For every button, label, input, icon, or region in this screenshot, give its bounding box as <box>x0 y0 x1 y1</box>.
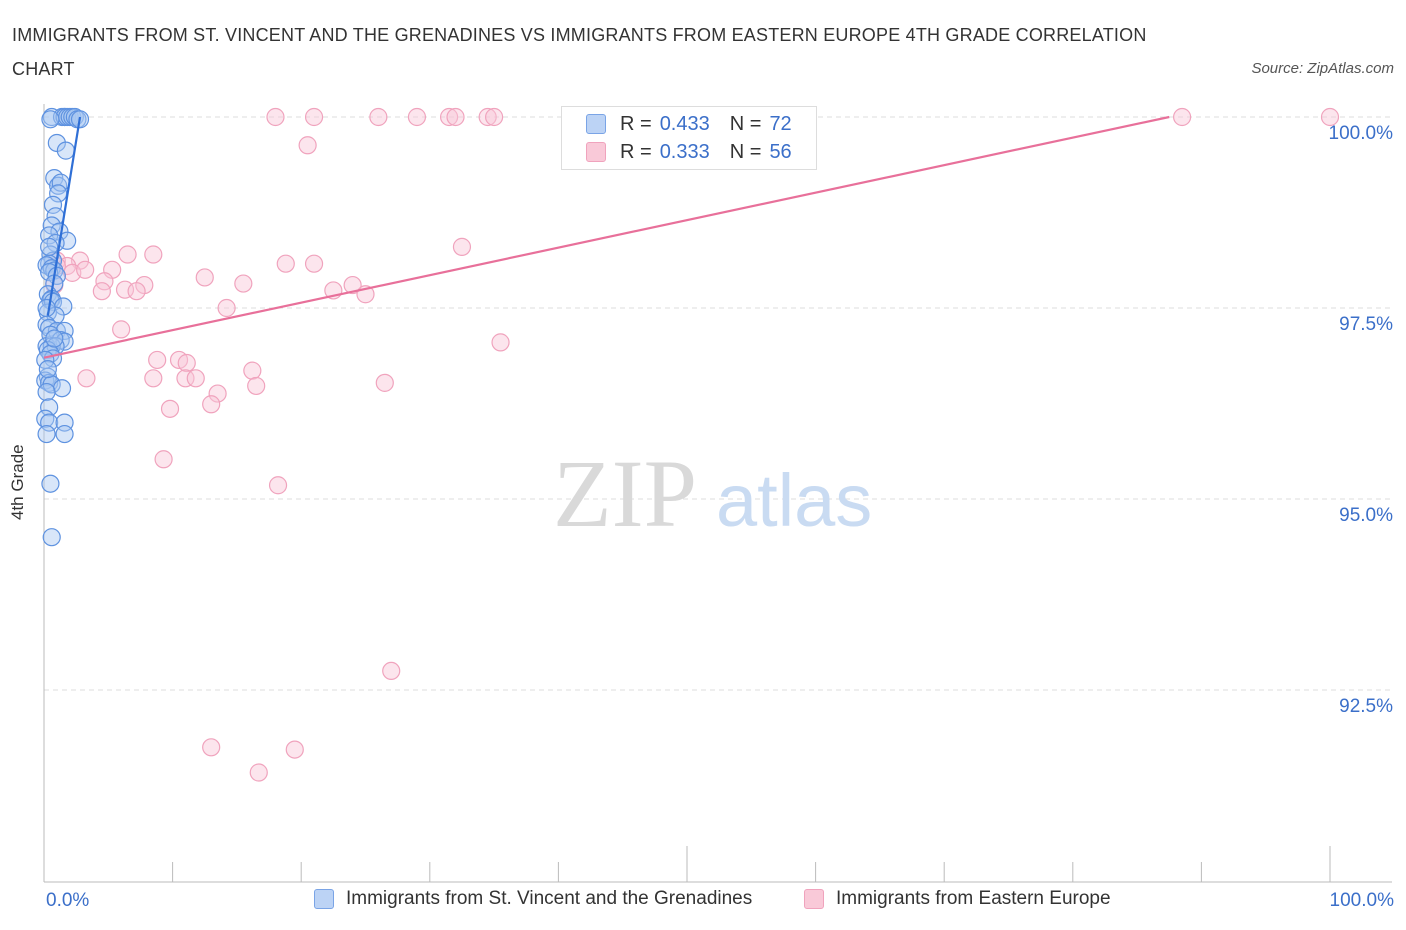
legend-label: Immigrants from St. Vincent and the Gren… <box>346 888 753 909</box>
x-tick-label-max: 100.0% <box>1329 890 1394 911</box>
data-point-pink <box>1320 107 1340 127</box>
data-point-pink <box>195 268 214 287</box>
data-point-blue <box>55 321 74 341</box>
data-point-pink <box>285 740 304 759</box>
pink-swatch <box>804 889 824 909</box>
legend-item-blue[interactable]: Immigrants from St. Vincent and the Gren… <box>314 888 752 910</box>
data-point-pink <box>234 274 253 293</box>
n-value: 56 <box>769 140 792 163</box>
blue-swatch <box>586 114 606 134</box>
data-point-blue <box>38 360 57 379</box>
data-point-pink <box>112 320 131 339</box>
data-point-pink <box>369 107 388 127</box>
data-point-pink <box>304 107 324 127</box>
y-tick-label: 100.0% <box>1329 123 1394 144</box>
data-point-blue <box>40 237 59 256</box>
data-point-blue <box>52 379 72 398</box>
data-point-pink <box>148 350 167 370</box>
y-tick-label: 95.0% <box>1339 505 1393 526</box>
data-point-blue <box>41 474 60 493</box>
stats-legend: R = 0.433 N = 72 R = 0.333 N = 56 <box>561 106 817 170</box>
data-point-pink <box>77 369 96 388</box>
x-tick-label-min: 0.0% <box>46 890 90 911</box>
data-point-pink <box>202 738 221 757</box>
data-point-pink <box>452 237 472 256</box>
n-label: N = <box>729 140 762 163</box>
watermark-atlas: atlas <box>716 459 872 542</box>
data-point-pink <box>202 395 221 414</box>
data-point-pink <box>343 275 362 295</box>
data-point-pink <box>76 260 95 279</box>
watermark: ZIP atlas <box>553 440 872 547</box>
data-point-pink <box>217 298 236 318</box>
data-point-pink <box>247 376 266 396</box>
y-axis-label: 4th Grade <box>8 444 27 520</box>
trendline-blue <box>46 116 82 316</box>
data-point-blue <box>55 424 74 444</box>
data-point-pink <box>382 661 401 681</box>
data-point-pink <box>127 282 146 301</box>
data-point-pink <box>144 369 163 388</box>
data-point-pink <box>118 245 137 264</box>
data-point-pink <box>268 476 288 495</box>
source-text: Source: ZipAtlas.com <box>1251 60 1394 77</box>
chart-title: IMMIGRANTS FROM ST. VINCENT AND THE GREN… <box>12 25 1147 79</box>
data-point-pink <box>92 282 111 301</box>
trendline-pink <box>43 115 1170 359</box>
data-point-blue <box>41 110 60 129</box>
data-point-pink <box>407 107 427 127</box>
data-point-pink <box>154 450 173 469</box>
data-point-pink <box>304 254 324 273</box>
r-value: 0.333 <box>659 140 710 163</box>
data-point-pink <box>478 107 497 127</box>
data-point-pink <box>249 763 268 782</box>
data-point-pink <box>276 254 295 273</box>
r-label: R = <box>620 140 652 163</box>
data-point-blue <box>56 141 75 160</box>
data-point-pink <box>177 353 196 373</box>
data-point-pink <box>485 107 504 127</box>
data-point-pink <box>1173 107 1192 127</box>
data-point-pink <box>439 107 459 127</box>
data-point-blue <box>37 424 56 444</box>
data-point-blue <box>45 329 64 348</box>
data-point-pink <box>298 136 317 155</box>
r-value: 0.433 <box>659 112 710 135</box>
data-point-pink <box>266 107 285 127</box>
data-point-pink <box>446 107 465 127</box>
data-point-blue <box>40 413 59 432</box>
data-point-blue <box>58 231 77 250</box>
legend-label: Immigrants from Eastern Europe <box>836 888 1111 909</box>
data-point-pink <box>243 361 262 380</box>
stats-row-blue: R = 0.433 N = 72 <box>586 110 792 138</box>
data-point-blue <box>49 176 68 195</box>
data-point-pink <box>186 369 205 388</box>
data-point-blue <box>37 382 56 402</box>
data-point-blue <box>43 195 63 214</box>
data-point-pink <box>144 245 163 264</box>
data-point-pink <box>115 280 135 299</box>
watermark-zip: ZIP <box>553 440 697 547</box>
data-point-pink <box>176 369 195 388</box>
n-label: N = <box>729 112 762 135</box>
pink-swatch <box>586 142 606 162</box>
data-point-blue <box>40 398 59 417</box>
y-tick-label: 97.5% <box>1339 314 1393 335</box>
legend-item-pink[interactable]: Immigrants from Eastern Europe <box>804 888 1111 910</box>
data-point-blue <box>42 528 61 547</box>
n-value: 72 <box>769 112 792 135</box>
stats-row-pink: R = 0.333 N = 56 <box>586 138 792 166</box>
data-point-pink <box>160 399 180 418</box>
r-label: R = <box>620 112 652 135</box>
data-point-pink <box>208 384 227 403</box>
blue-swatch <box>314 889 334 909</box>
y-tick-label: 92.5% <box>1339 696 1393 717</box>
data-point-blue <box>37 298 56 318</box>
data-point-pink <box>491 333 510 352</box>
data-point-pink <box>375 373 394 392</box>
